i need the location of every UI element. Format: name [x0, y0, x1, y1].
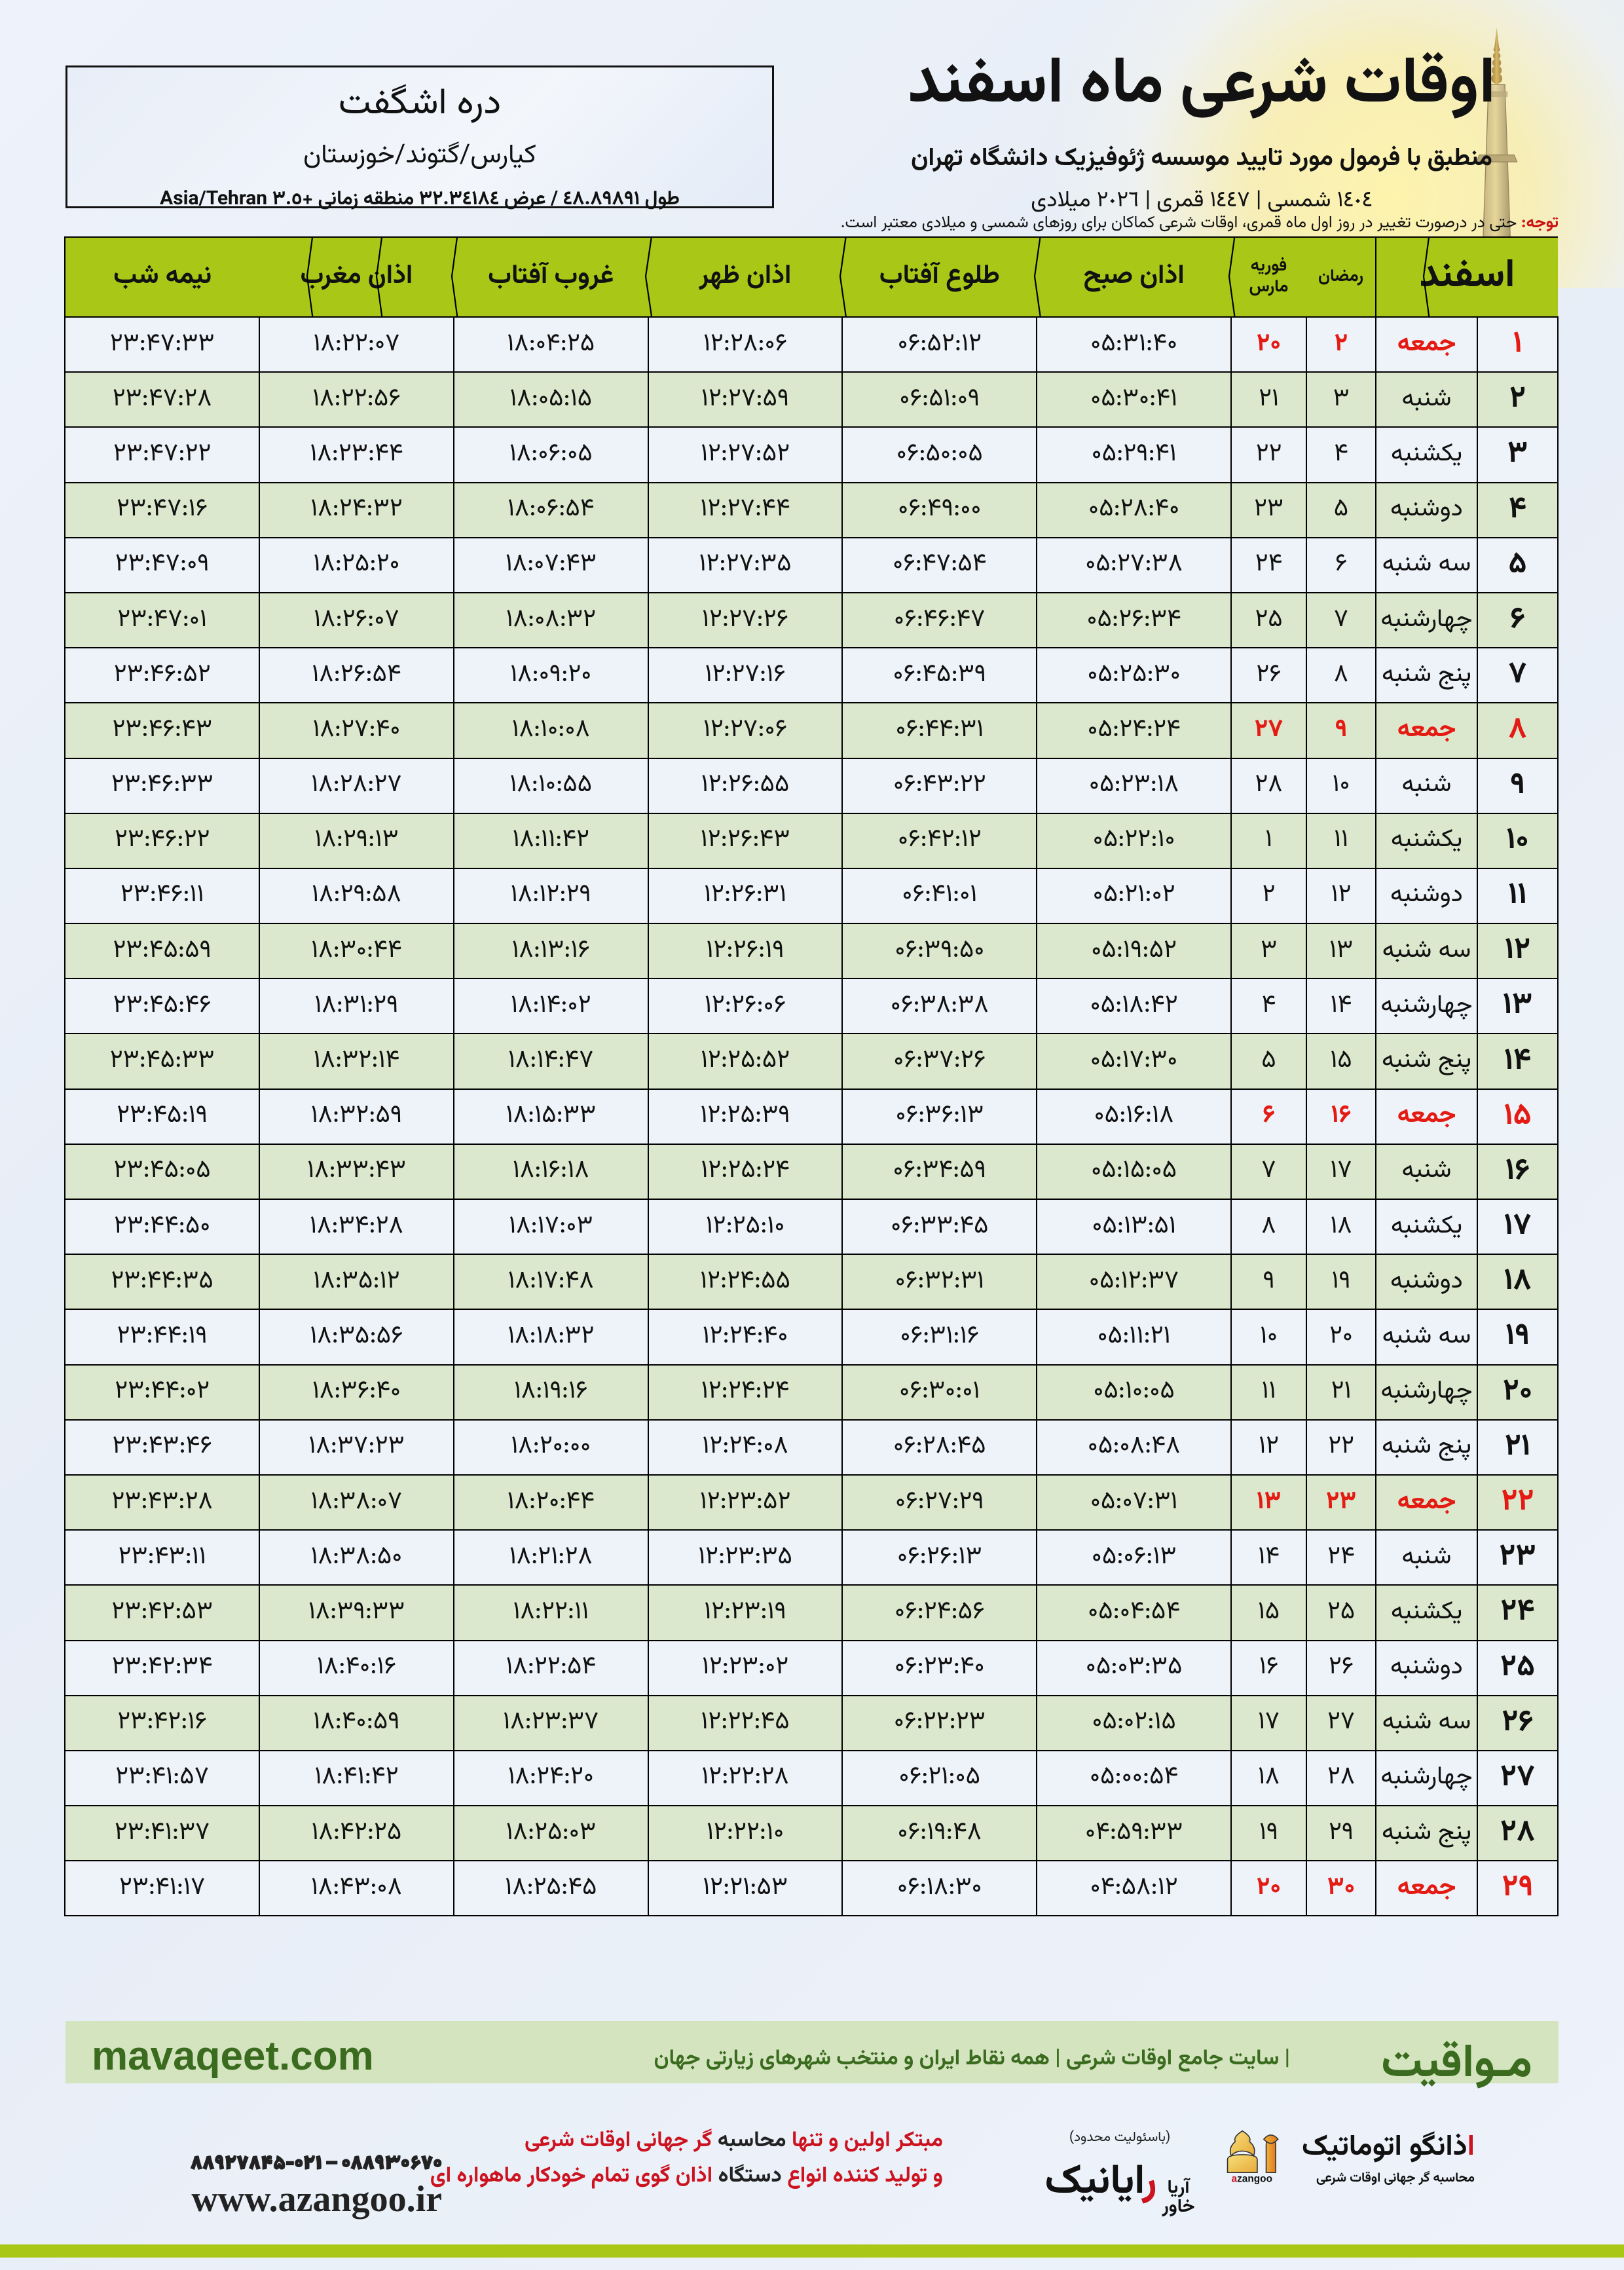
- svg-text:azangoo: azangoo: [1232, 2174, 1273, 2185]
